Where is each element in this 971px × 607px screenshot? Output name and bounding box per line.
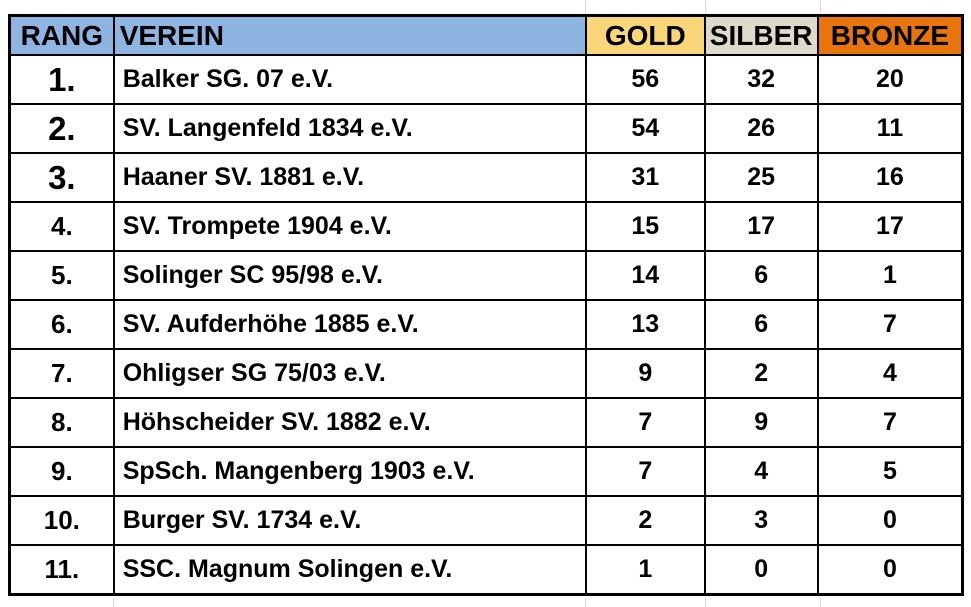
gold-cell: 9	[585, 348, 706, 399]
silber-cell: 6	[703, 250, 819, 301]
rank-cell: 1.	[8, 54, 115, 105]
rank-cell: 2.	[8, 103, 115, 154]
gridline-stub	[705, 598, 706, 607]
table-row: 4. SV. Trompete 1904 e.V. 15 17 17	[8, 201, 964, 252]
bronze-cell: 7	[816, 299, 964, 350]
silber-cell: 9	[703, 397, 819, 448]
bronze-cell: 20	[816, 54, 964, 105]
bronze-cell: 11	[816, 103, 964, 154]
verein-cell: SSC. Magnum Solingen e.V.	[112, 544, 588, 596]
gridline-stub	[705, 0, 706, 13]
verein-cell: Ohligser SG 75/03 e.V.	[112, 348, 588, 399]
silber-cell: 3	[703, 495, 819, 546]
table-row: 6. SV. Aufderhöhe 1885 e.V. 13 6 7	[8, 299, 964, 350]
gold-cell: 1	[585, 544, 706, 596]
gridline-stub	[820, 0, 821, 13]
silber-cell: 25	[703, 152, 819, 203]
rank-cell: 10.	[8, 495, 115, 546]
table-row: 1. Balker SG. 07 e.V. 56 32 20	[8, 54, 964, 105]
silber-cell: 32	[703, 54, 819, 105]
verein-cell: Höhscheider SV. 1882 e.V.	[112, 397, 588, 448]
header-verein: VEREIN	[112, 14, 588, 56]
silber-cell: 6	[703, 299, 819, 350]
gold-cell: 13	[585, 299, 706, 350]
silber-cell: 4	[703, 446, 819, 497]
silber-cell: 26	[703, 103, 819, 154]
verein-cell: SV. Trompete 1904 e.V.	[112, 201, 588, 252]
bronze-cell: 1	[816, 250, 964, 301]
table-row: 7. Ohligser SG 75/03 e.V. 9 2 4	[8, 348, 964, 399]
gridline-stub	[113, 598, 114, 607]
gold-cell: 31	[585, 152, 706, 203]
table-row: 11. SSC. Magnum Solingen e.V. 1 0 0	[8, 544, 964, 596]
bronze-cell: 0	[816, 544, 964, 596]
verein-cell: SV. Aufderhöhe 1885 e.V.	[112, 299, 588, 350]
table-row: 2. SV. Langenfeld 1834 e.V. 54 26 11	[8, 103, 964, 154]
verein-cell: SpSch. Mangenberg 1903 e.V.	[112, 446, 588, 497]
rank-cell: 4.	[8, 201, 115, 252]
verein-cell: Haaner SV. 1881 e.V.	[112, 152, 588, 203]
table-row: 8. Höhscheider SV. 1882 e.V. 7 9 7	[8, 397, 964, 448]
header-silber: SILBER	[703, 14, 819, 56]
bronze-cell: 7	[816, 397, 964, 448]
gridline-stub	[585, 598, 586, 607]
gold-cell: 56	[585, 54, 706, 105]
rank-cell: 3.	[8, 152, 115, 203]
header-row: RANG VEREIN GOLD SILBER BRONZE	[8, 14, 964, 56]
gold-cell: 7	[585, 397, 706, 448]
gold-cell: 7	[585, 446, 706, 497]
bronze-cell: 0	[816, 495, 964, 546]
table-row: 10. Burger SV. 1734 e.V. 2 3 0	[8, 495, 964, 546]
verein-cell: Burger SV. 1734 e.V.	[112, 495, 588, 546]
header-gold: GOLD	[585, 14, 706, 56]
rank-cell: 11.	[8, 544, 115, 596]
rank-cell: 8.	[8, 397, 115, 448]
medal-table: RANG VEREIN GOLD SILBER BRONZE 1. Balker…	[8, 14, 964, 596]
gold-cell: 2	[585, 495, 706, 546]
table-row: 5. Solinger SC 95/98 e.V. 14 6 1	[8, 250, 964, 301]
silber-cell: 2	[703, 348, 819, 399]
gold-cell: 15	[585, 201, 706, 252]
rank-cell: 6.	[8, 299, 115, 350]
verein-cell: Solinger SC 95/98 e.V.	[112, 250, 588, 301]
bronze-cell: 17	[816, 201, 964, 252]
table-row: 3. Haaner SV. 1881 e.V. 31 25 16	[8, 152, 964, 203]
header-bronze: BRONZE	[816, 14, 964, 56]
bronze-cell: 16	[816, 152, 964, 203]
verein-cell: Balker SG. 07 e.V.	[112, 54, 588, 105]
gridline-stub	[585, 0, 586, 13]
bronze-cell: 4	[816, 348, 964, 399]
header-rang: RANG	[8, 14, 115, 56]
gridline-stub	[820, 598, 821, 607]
table-row: 9. SpSch. Mangenberg 1903 e.V. 7 4 5	[8, 446, 964, 497]
rank-cell: 9.	[8, 446, 115, 497]
bronze-cell: 5	[816, 446, 964, 497]
rank-cell: 5.	[8, 250, 115, 301]
verein-cell: SV. Langenfeld 1834 e.V.	[112, 103, 588, 154]
silber-cell: 0	[703, 544, 819, 596]
silber-cell: 17	[703, 201, 819, 252]
rank-cell: 7.	[8, 348, 115, 399]
gold-cell: 14	[585, 250, 706, 301]
gold-cell: 54	[585, 103, 706, 154]
